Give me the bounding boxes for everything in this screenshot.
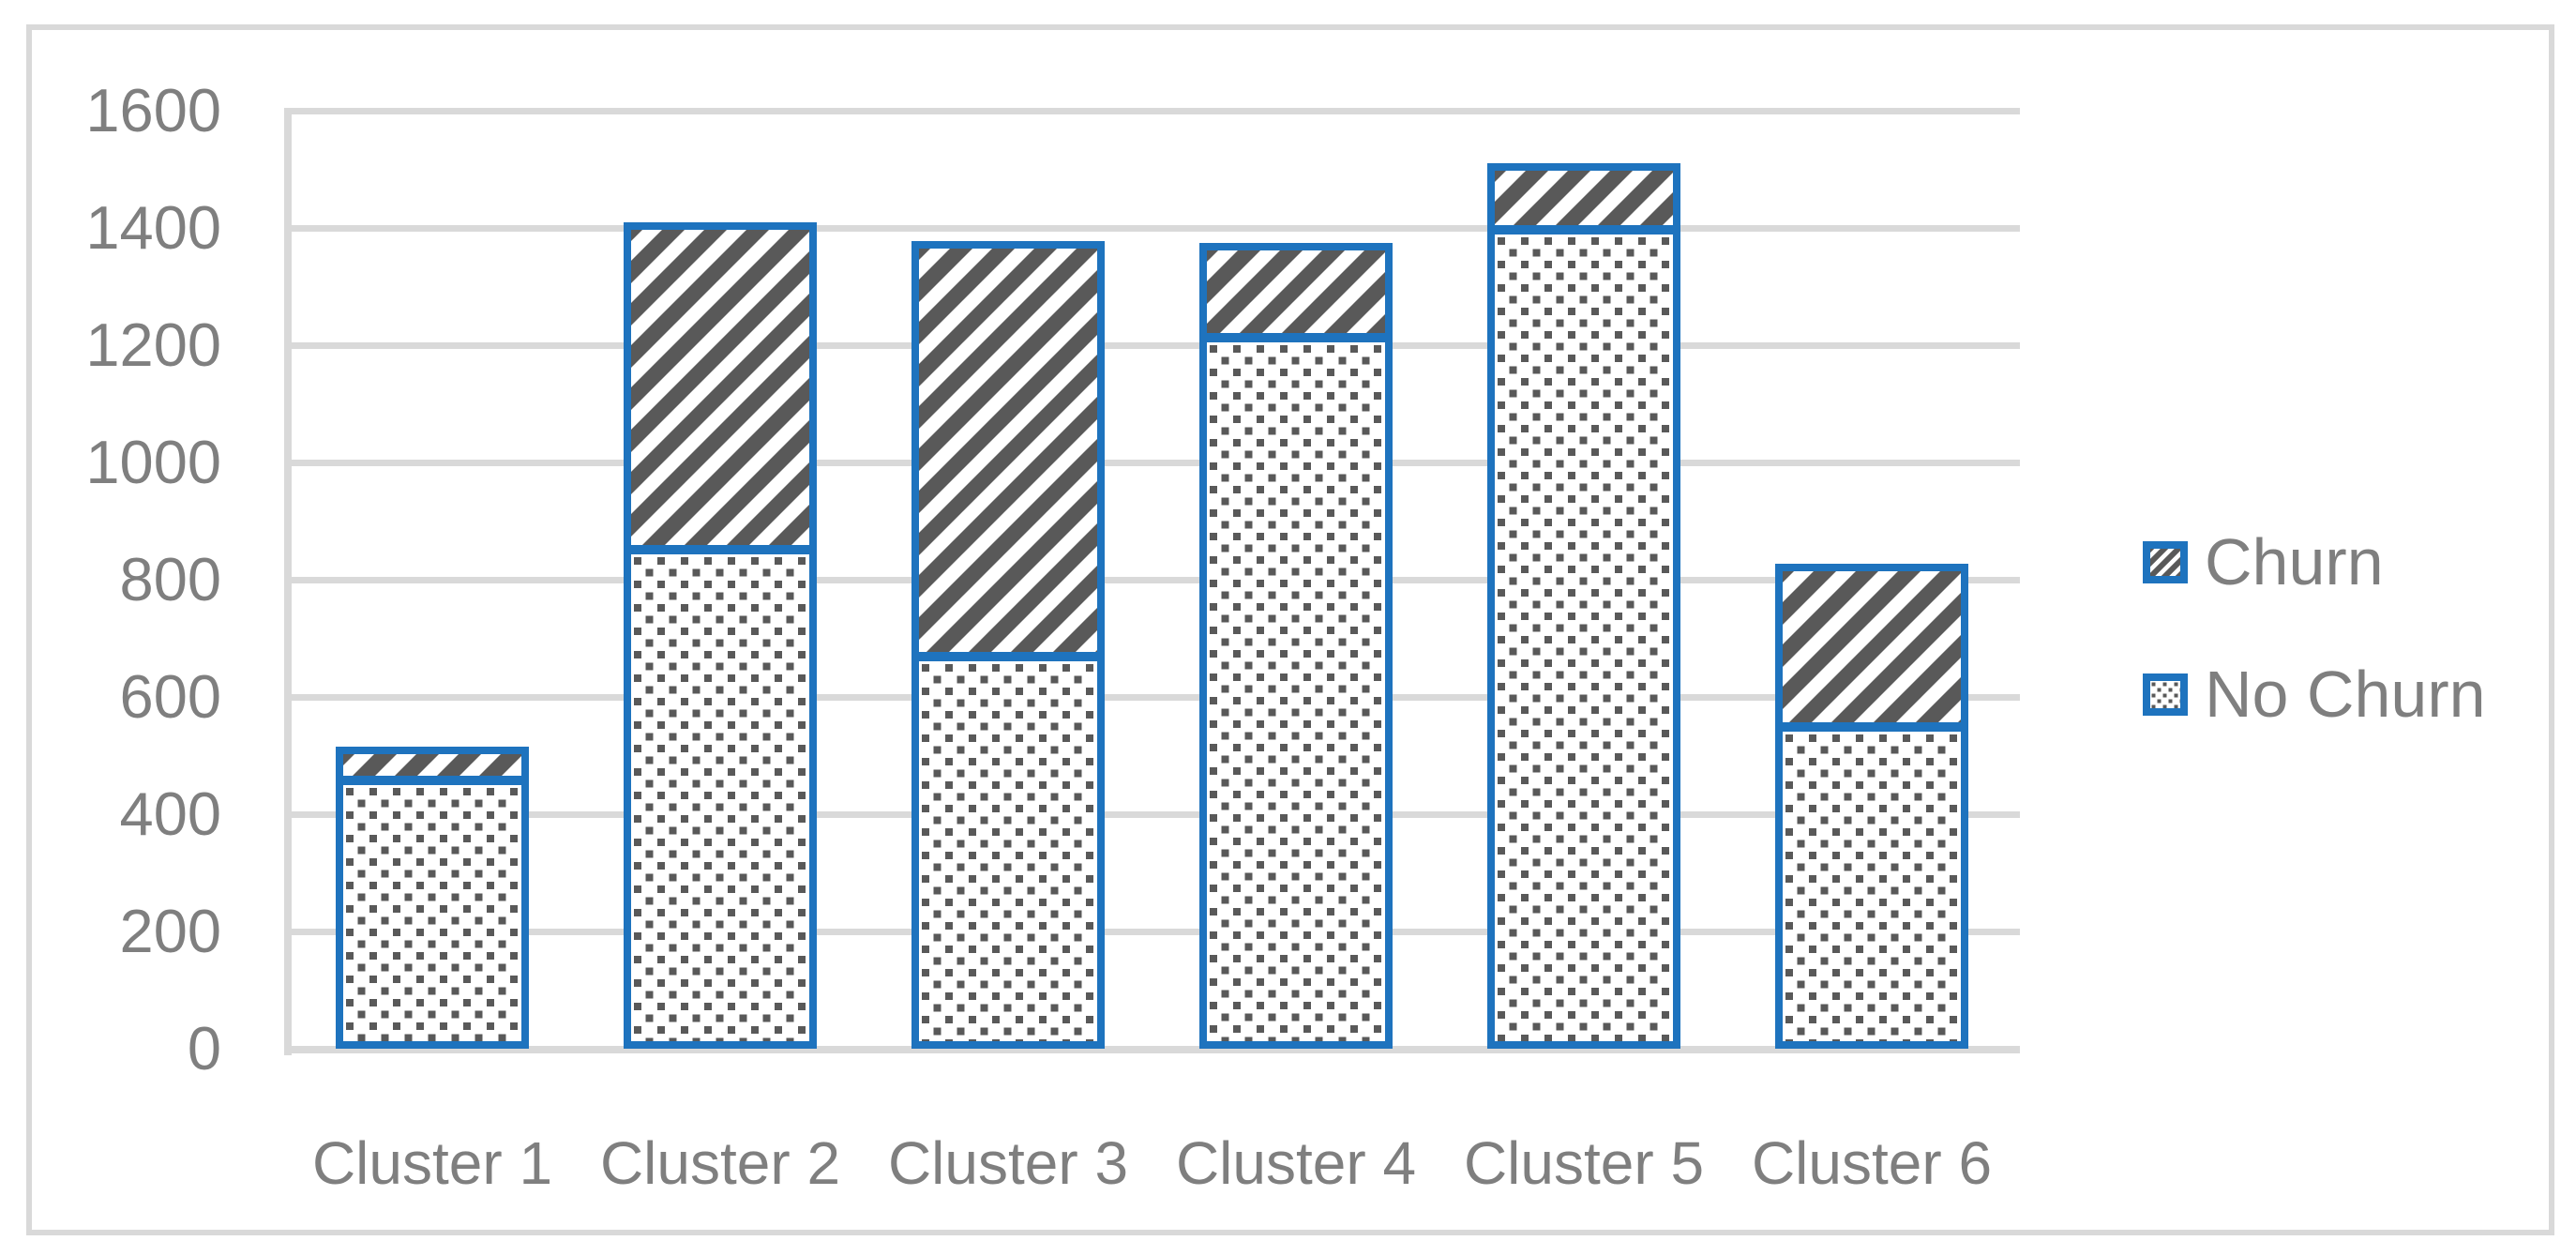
y-tick-label-200: 200 bbox=[119, 897, 221, 965]
gridline-200 bbox=[292, 929, 2020, 935]
y-tick-label-1200: 1200 bbox=[85, 310, 221, 379]
bar-cluster-5 bbox=[1487, 163, 1680, 1049]
no-churn-dots-swatch-icon bbox=[2143, 673, 2188, 716]
bar-segment-no-churn bbox=[343, 785, 521, 1041]
legend-label-no-churn: No Churn bbox=[2205, 658, 2486, 731]
bar-segment-churn bbox=[343, 754, 521, 785]
gridline-0 bbox=[284, 1046, 2020, 1053]
gridline-600 bbox=[292, 694, 2020, 701]
bar-segment-churn bbox=[919, 249, 1097, 661]
y-tick-label-600: 600 bbox=[119, 662, 221, 731]
x-category-label-2: Cluster 2 bbox=[599, 1129, 841, 1197]
gridline-400 bbox=[292, 811, 2020, 818]
bar-segment-no-churn bbox=[919, 661, 1097, 1041]
bar-cluster-4 bbox=[1199, 243, 1393, 1049]
bar-cluster-6 bbox=[1775, 564, 1968, 1049]
x-category-label-6: Cluster 6 bbox=[1751, 1129, 1993, 1197]
bar-segment-churn bbox=[1783, 571, 1961, 732]
x-category-label-4: Cluster 4 bbox=[1175, 1129, 1417, 1197]
bar-segment-no-churn bbox=[1207, 342, 1385, 1041]
bar-segment-no-churn bbox=[1495, 235, 1673, 1041]
bar-segment-churn bbox=[1495, 171, 1673, 235]
gridline-1200 bbox=[292, 342, 2020, 349]
x-category-label-5: Cluster 5 bbox=[1463, 1129, 1705, 1197]
gridline-1400 bbox=[292, 225, 2020, 232]
legend: Churn No Churn bbox=[2143, 0, 2555, 1256]
legend-label-churn: Churn bbox=[2205, 525, 2384, 598]
y-tick-label-1400: 1400 bbox=[85, 193, 221, 262]
x-category-label-3: Cluster 3 bbox=[887, 1129, 1129, 1197]
gridline-1000 bbox=[292, 460, 2020, 466]
legend-item-no-churn: No Churn bbox=[2143, 660, 2486, 728]
legend-item-churn: Churn bbox=[2143, 528, 2384, 596]
y-axis-line bbox=[284, 108, 292, 1055]
bar-cluster-1 bbox=[336, 747, 529, 1049]
gridline-800 bbox=[292, 577, 2020, 583]
bar-segment-no-churn bbox=[1783, 732, 1961, 1041]
bar-segment-churn bbox=[631, 230, 809, 554]
y-tick-label-400: 400 bbox=[119, 779, 221, 848]
y-tick-label-0: 0 bbox=[187, 1014, 221, 1082]
y-tick-label-1600: 1600 bbox=[85, 76, 221, 144]
gridline-1600 bbox=[292, 108, 2020, 114]
bar-cluster-3 bbox=[911, 241, 1105, 1049]
churn-hatch-swatch-icon bbox=[2143, 540, 2188, 583]
x-category-label-1: Cluster 1 bbox=[311, 1129, 553, 1197]
y-tick-label-1000: 1000 bbox=[85, 428, 221, 496]
bar-cluster-2 bbox=[624, 222, 817, 1049]
bar-segment-churn bbox=[1207, 250, 1385, 342]
bar-segment-no-churn bbox=[631, 554, 809, 1041]
y-tick-label-800: 800 bbox=[119, 545, 221, 613]
